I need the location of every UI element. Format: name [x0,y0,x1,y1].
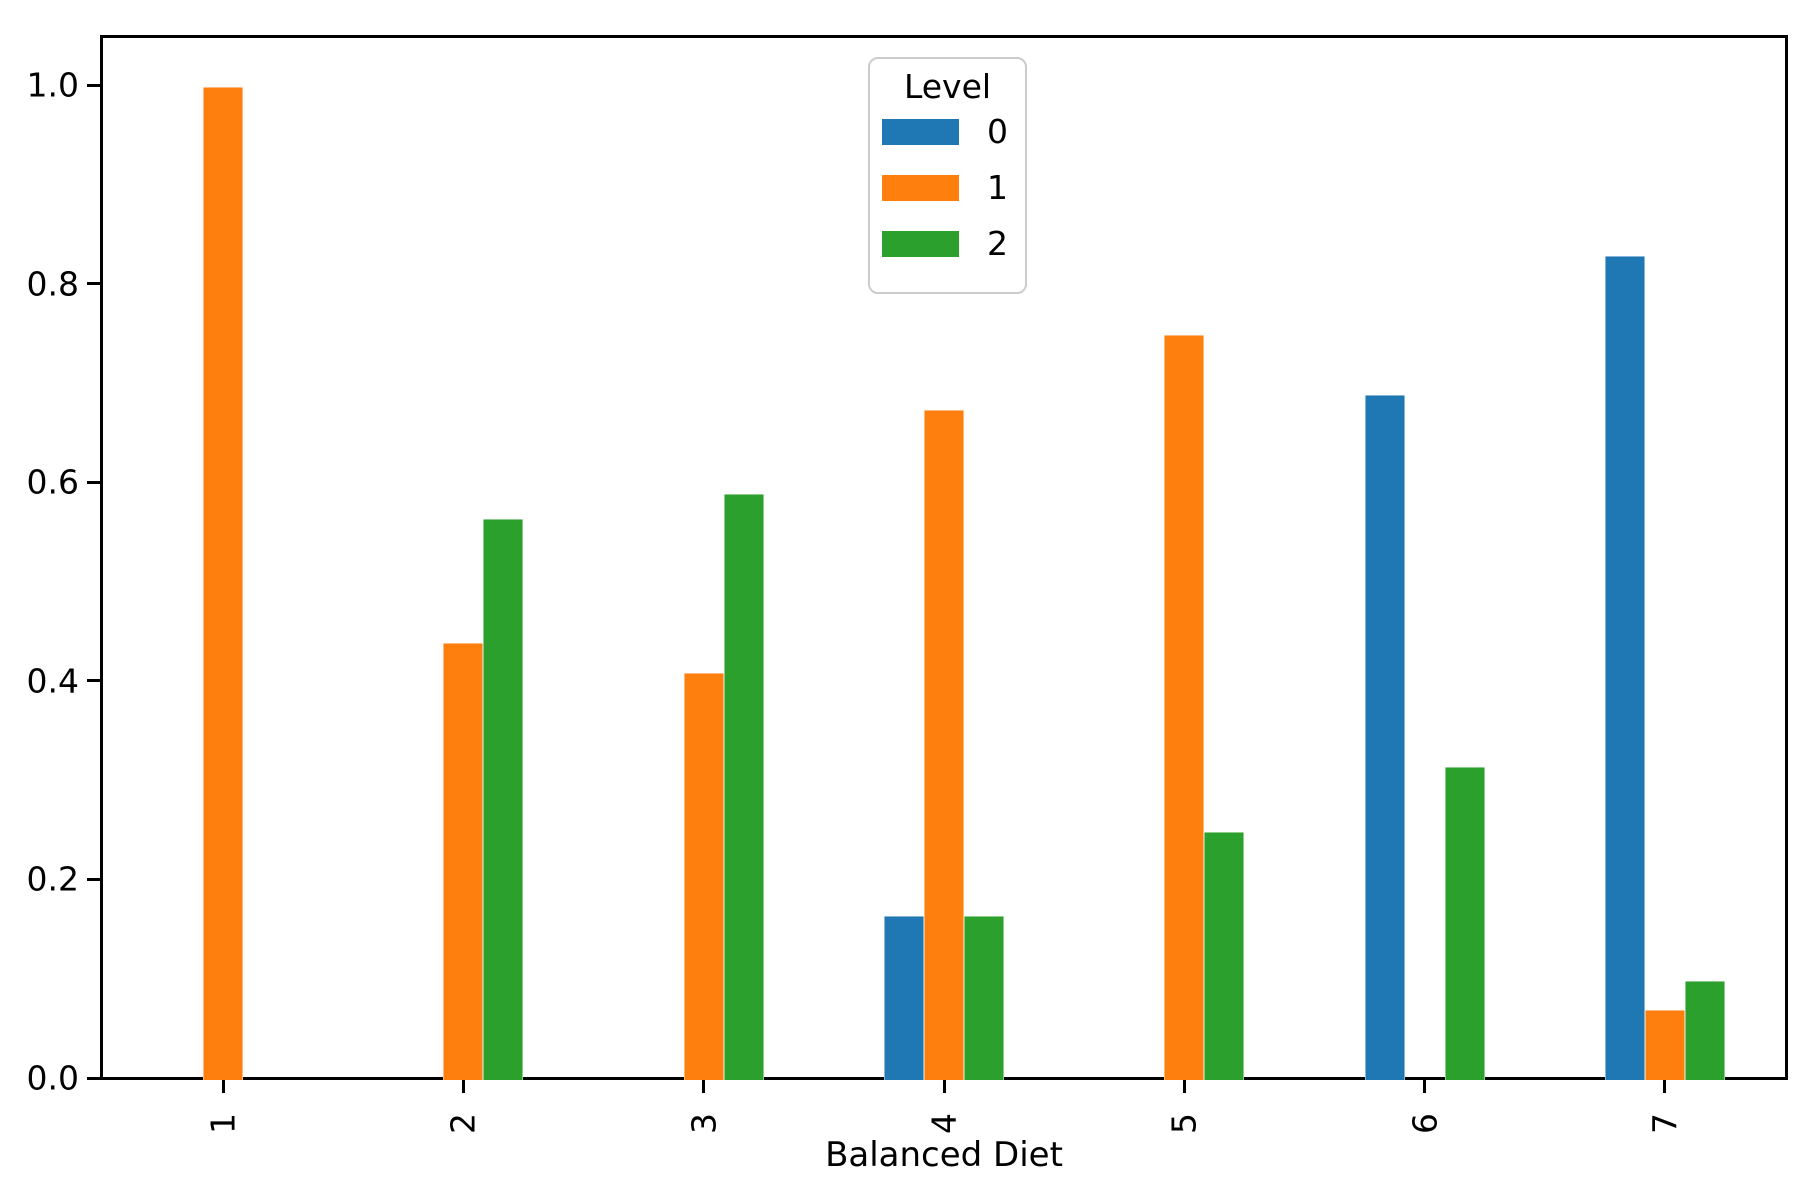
bar-level1-cat5 [1164,335,1205,1080]
y-tick-label: 0.0 [26,1058,79,1098]
x-tick-label: 7 [1645,1113,1685,1134]
y-tick-mark [87,679,100,683]
y-tick-mark [87,1076,100,1080]
y-tick-mark [87,83,100,87]
bar-level1-cat2 [443,643,484,1080]
x-tick-label: 4 [924,1113,964,1134]
bar-level2-cat6 [1444,767,1485,1080]
bar-level1-cat4 [924,410,964,1080]
legend-entry: 2 [870,227,1025,260]
legend-swatch-level0 [882,118,959,145]
x-tick-label: 6 [1405,1113,1445,1134]
y-tick-label: 0.2 [26,859,79,899]
x-tick-label: 1 [203,1113,243,1134]
legend-entry: 1 [870,171,1025,204]
legend-swatch-level1 [882,174,959,201]
x-tick-mark [461,1080,465,1093]
bar-level1-cat1 [203,87,244,1080]
y-tick-mark [87,877,100,881]
bar-level0-cat4 [884,916,924,1080]
bar-level2-cat3 [723,494,764,1080]
x-tick-mark [1182,1080,1186,1093]
bar-level2-cat5 [1204,832,1245,1080]
legend-swatch-level2 [882,230,959,257]
x-tick-mark [1663,1080,1667,1093]
x-tick-label: 5 [1164,1113,1204,1134]
bar-level0-cat7 [1604,256,1645,1080]
legend-title: Level [903,67,992,106]
y-tick-label: 0.4 [26,661,79,701]
bar-level1-cat7 [1644,1010,1685,1080]
y-tick-mark [87,480,100,484]
y-tick-label: 1.0 [26,65,79,105]
x-tick-mark [221,1080,225,1093]
x-tick-mark [702,1080,706,1093]
legend-entry-label: 1 [987,168,1008,208]
x-tick-mark [1423,1080,1427,1093]
bar-level2-cat2 [483,519,524,1080]
y-tick-mark [87,282,100,286]
x-tick-label: 3 [684,1113,724,1134]
y-tick-label: 0.6 [26,462,79,502]
x-tick-mark [942,1080,946,1093]
legend-entry: 0 [870,115,1025,148]
legend-entry-label: 2 [987,224,1008,264]
bar-level1-cat3 [683,673,724,1080]
legend-entries: 0 1 2 [870,115,1025,287]
legend-entry-label: 0 [987,112,1008,152]
x-axis-label: Balanced Diet [825,1135,1063,1175]
x-tick-label: 2 [443,1113,483,1134]
bar-level0-cat6 [1364,395,1405,1080]
y-tick-label: 0.8 [26,264,79,304]
plot-area: 0.0 0.2 0.4 0.6 0.8 1.0 1 2 3 4 5 6 7 Level 0 1 2 [27,35,1788,1134]
bar-level2-cat4 [964,916,1004,1080]
bar-level2-cat7 [1684,981,1725,1080]
legend: Level 0 1 2 [868,57,1027,294]
